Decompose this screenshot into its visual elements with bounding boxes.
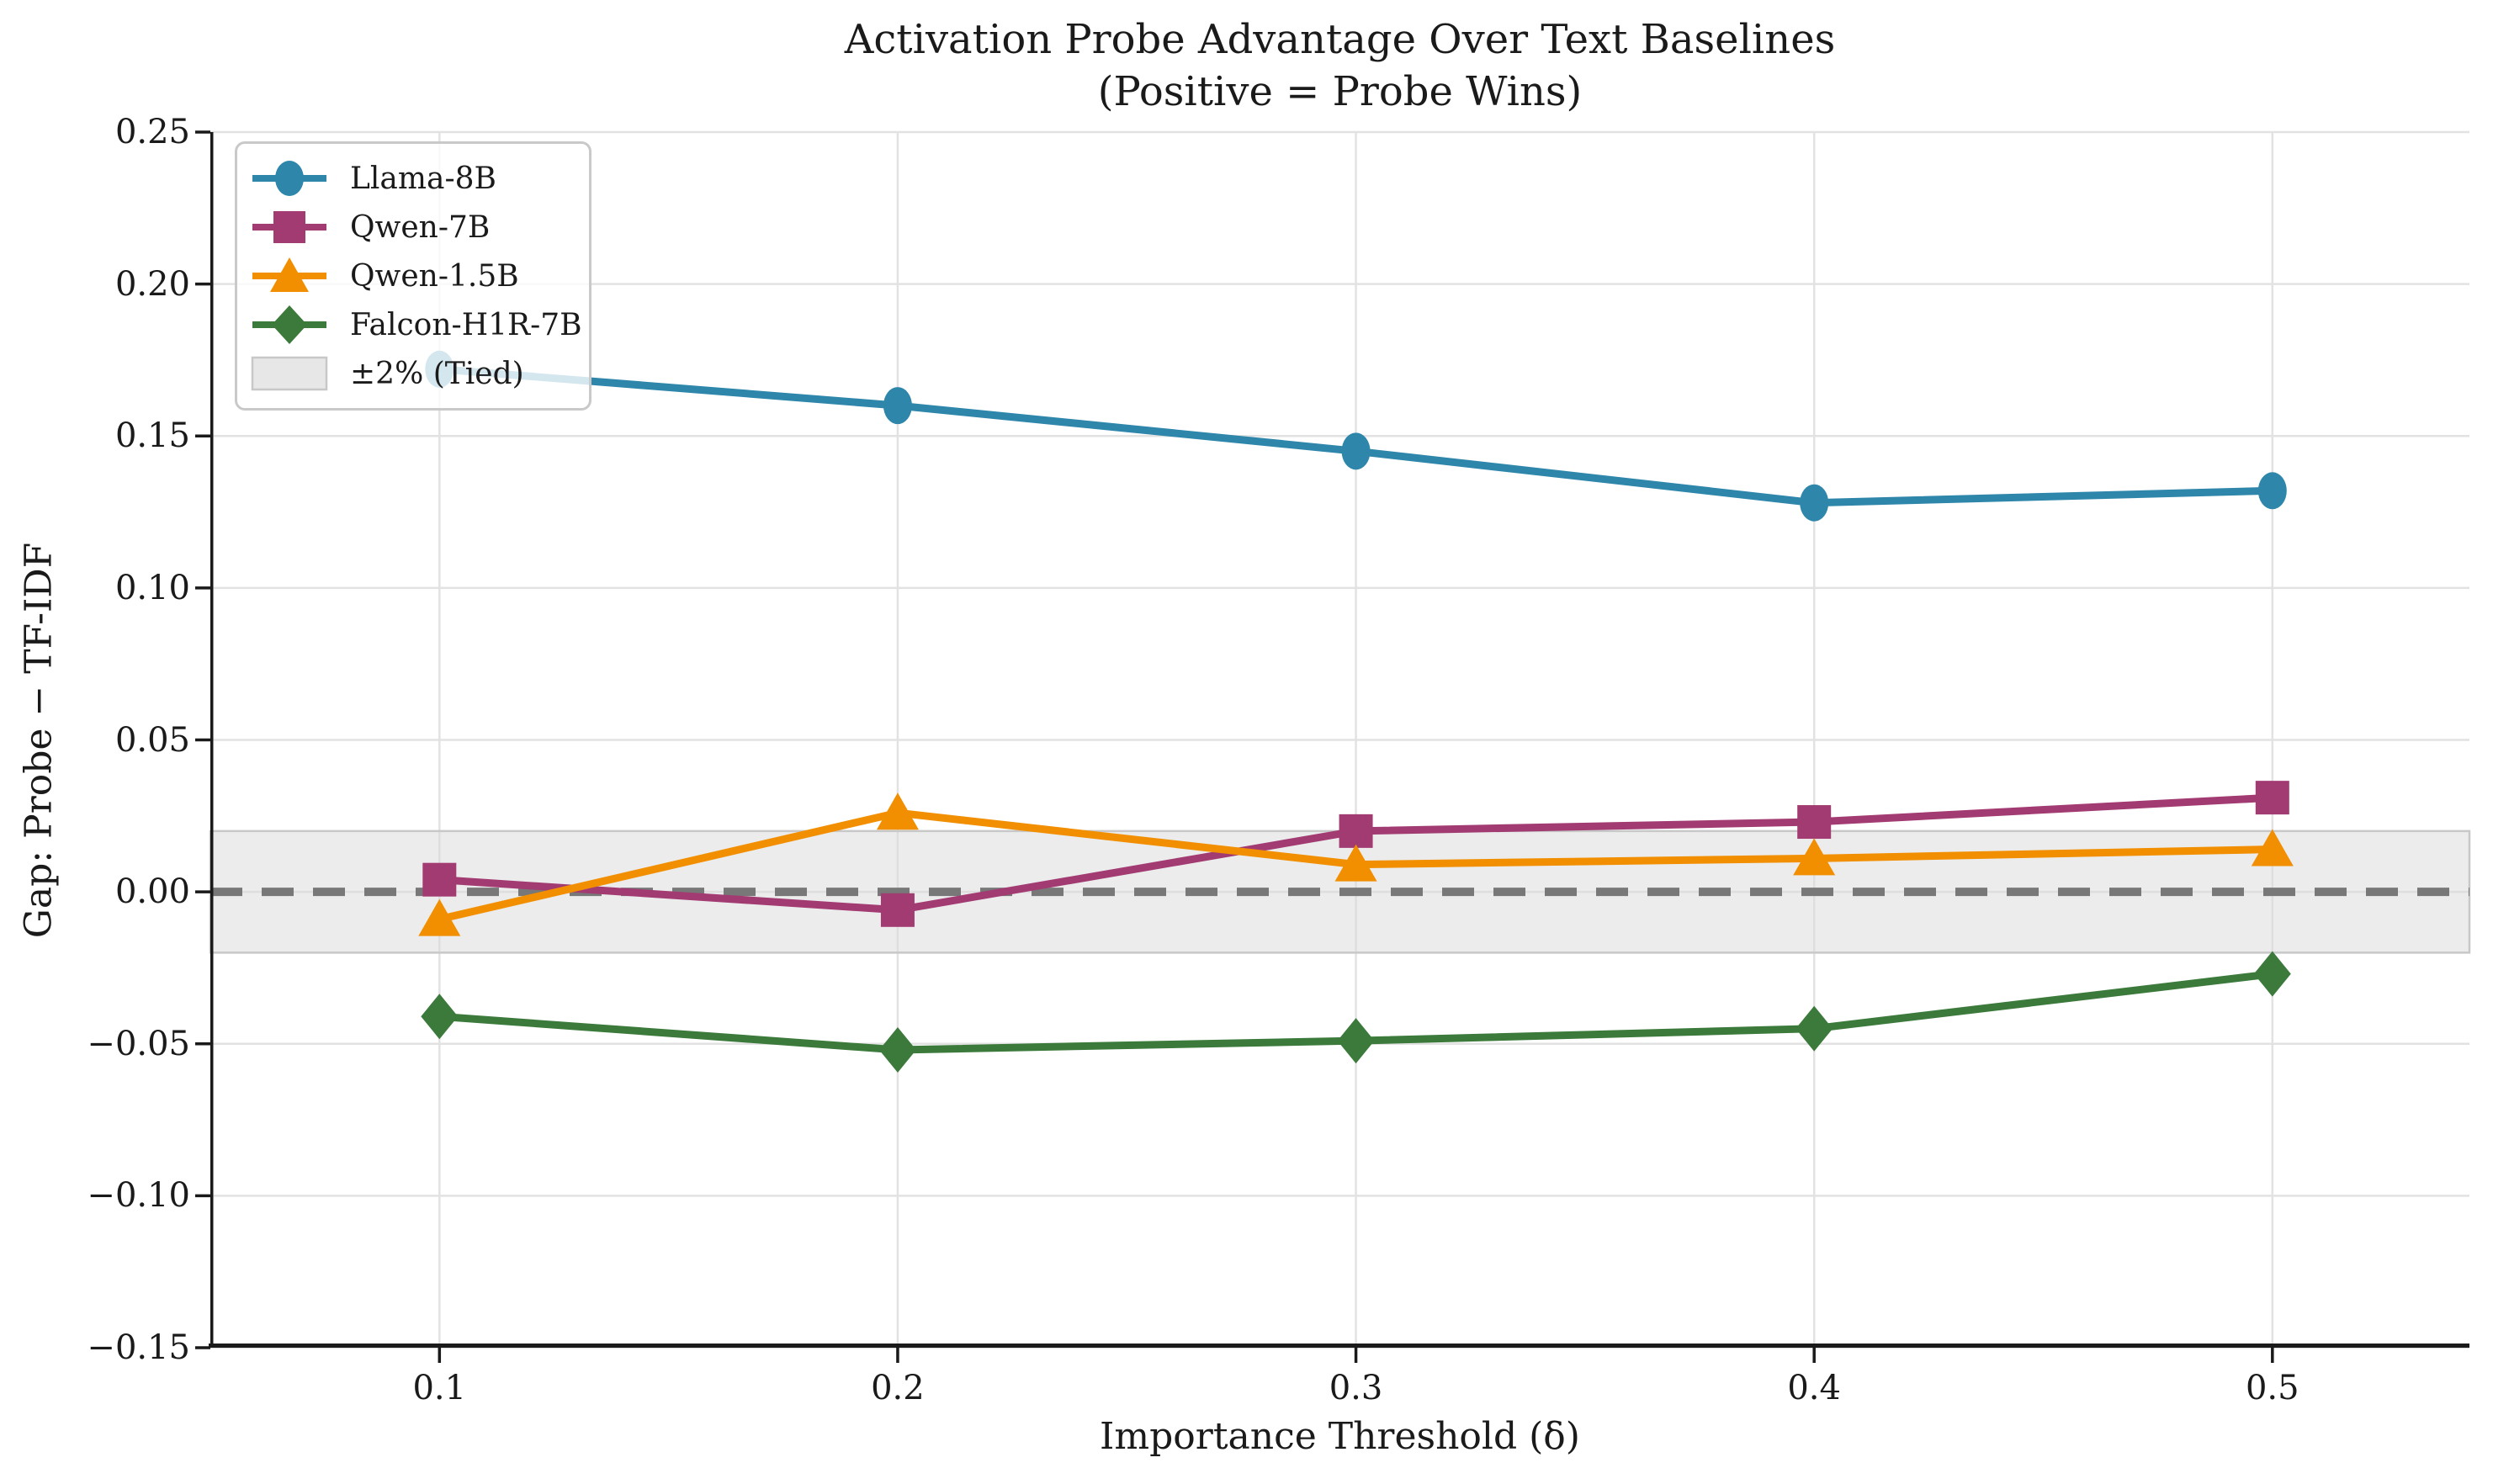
series-qwen-7b-marker: [422, 862, 457, 897]
legend-item--2-tied-: ±2% (Tied): [251, 349, 574, 398]
chart-title-line1: Activation Probe Advantage Over Text Bas…: [844, 16, 1836, 63]
x-tick-label: 0.5: [2245, 1369, 2299, 1407]
legend-item-falcon-h1r-7b: Falcon-H1R-7B: [251, 300, 582, 349]
series-llama-8b-marker: [1800, 484, 1829, 522]
x-tick-label: 0.1: [412, 1369, 467, 1407]
plot-area: [195, 130, 2471, 1363]
y-tick-label: −0.15: [87, 1328, 190, 1367]
y-tick-label: −0.10: [87, 1176, 190, 1216]
series-qwen-7b-marker: [1797, 805, 1832, 840]
series-llama-8b-marker: [2257, 472, 2287, 510]
series-qwen-7b-marker: [880, 893, 915, 927]
series-falcon-h1r-7b-marker: [878, 1026, 916, 1073]
legend-swatch-square: [252, 211, 326, 243]
series-qwen-1-5b-marker: [1334, 844, 1377, 882]
square-icon: [273, 211, 305, 243]
diamond-icon: [272, 305, 307, 344]
legend-swatch-band: [251, 356, 328, 391]
y-tick-label: −0.05: [87, 1024, 190, 1063]
chart-title: Activation Probe Advantage Over Text Bas…: [210, 13, 2469, 118]
circle-icon: [275, 161, 304, 196]
band-swatch-icon: [251, 356, 328, 391]
x-tick-label: 0.4: [1787, 1369, 1841, 1407]
legend-swatch-circle: [252, 161, 326, 196]
series-qwen-1-5b-marker: [876, 792, 919, 830]
series-qwen-7b-marker: [1339, 814, 1373, 848]
chart-title-line2: (Positive = Probe Wins): [1097, 68, 1583, 115]
y-tick-label: 0.10: [114, 568, 190, 607]
series-llama-8b-marker: [883, 387, 912, 425]
series-qwen-1-5b-marker: [2251, 829, 2294, 867]
legend-label: Qwen-1.5B: [350, 258, 519, 294]
series-qwen-1-5b-marker: [1793, 838, 1836, 876]
legend-label: Qwen-7B: [350, 209, 491, 245]
legend-label: Falcon-H1R-7B: [350, 307, 582, 342]
series-qwen-7b-marker: [2255, 781, 2289, 815]
legend: Llama-8B Qwen-7B Qwen-1.5B Falcon-H1R-7B ±2%…: [235, 141, 591, 411]
legend-item-qwen-1-5b: Qwen-1.5B: [251, 252, 574, 300]
legend-swatch-triangle: [252, 257, 326, 292]
y-tick-label: 0.05: [114, 720, 190, 760]
triangle-icon: [270, 257, 309, 292]
x-axis-label: Importance Threshold (δ): [1100, 1415, 1580, 1458]
series-falcon-h1r-7b-marker: [2253, 951, 2291, 997]
y-axis-label: Gap: Probe − TF-IDF: [17, 542, 61, 939]
legend-swatch-diamond: [252, 305, 326, 344]
y-tick-label: 0.00: [114, 872, 190, 912]
legend-item-llama-8b: Llama-8B: [251, 154, 574, 203]
series-qwen-1-5b-marker: [418, 898, 461, 936]
series-falcon-h1r-7b-marker: [1337, 1018, 1375, 1064]
y-tick-label: 0.15: [114, 416, 190, 456]
series-falcon-h1r-7b-marker: [1795, 1005, 1833, 1052]
x-tick-label: 0.3: [1329, 1369, 1383, 1407]
y-tick-label: 0.25: [114, 113, 190, 151]
x-tick-label: 0.2: [871, 1369, 925, 1407]
legend-label: Llama-8B: [350, 161, 497, 196]
series-llama-8b-marker: [1341, 432, 1371, 470]
y-tick-label: 0.20: [114, 264, 190, 304]
legend-item-qwen-7b: Qwen-7B: [251, 203, 574, 252]
series-falcon-h1r-7b-marker: [421, 994, 459, 1040]
legend-label: ±2% (Tied): [350, 356, 524, 391]
